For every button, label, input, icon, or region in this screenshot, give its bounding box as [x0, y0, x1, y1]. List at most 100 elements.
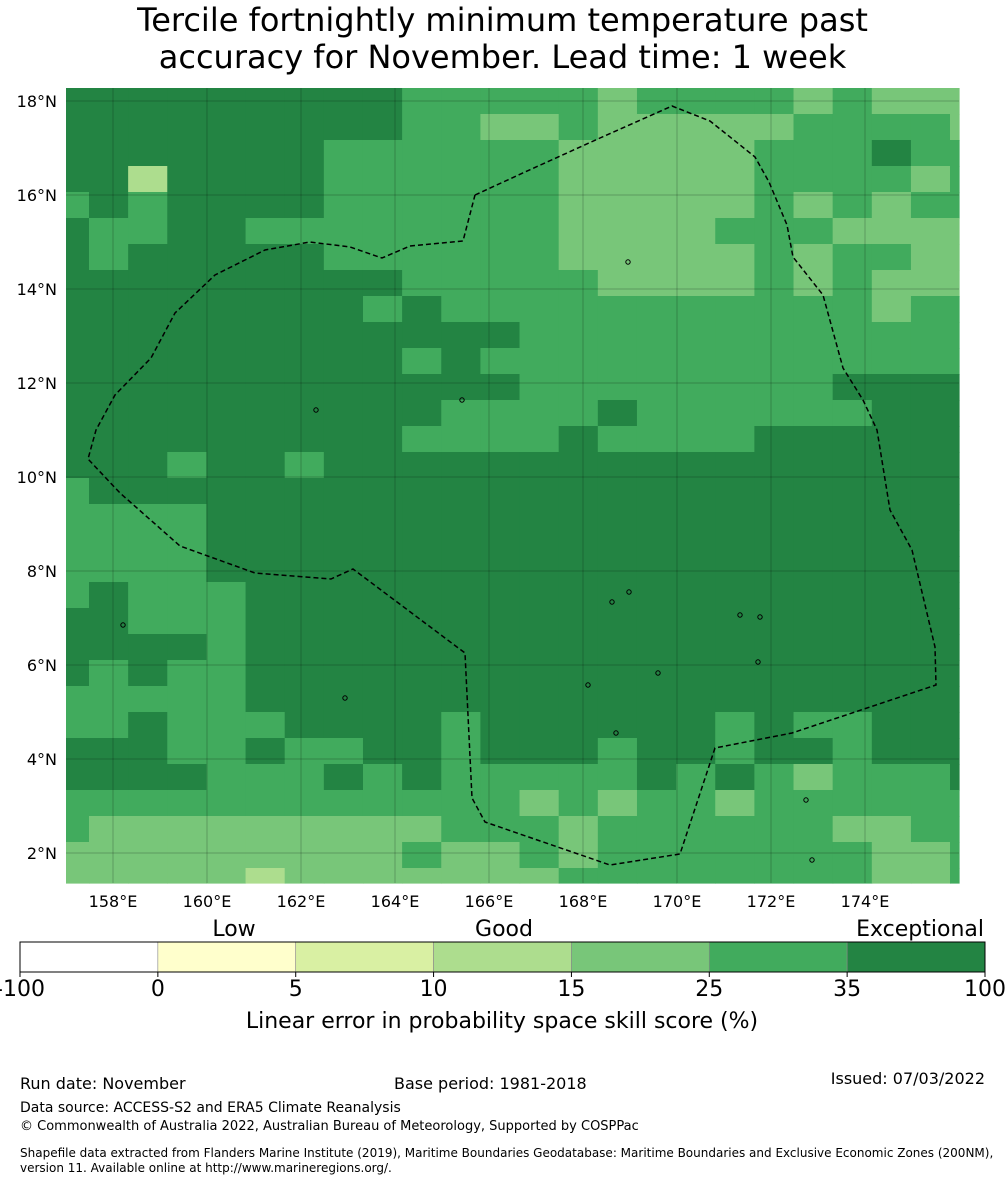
- heatmap-cell: [441, 140, 481, 167]
- heatmap-cell: [519, 608, 560, 635]
- heatmap-cell: [89, 244, 129, 271]
- heatmap-cell: [128, 686, 168, 713]
- heatmap-cell: [597, 478, 638, 505]
- heatmap-cell: [636, 738, 677, 765]
- heatmap-cell: [793, 218, 834, 245]
- heatmap-cell: [284, 478, 325, 505]
- heatmap-cell: [245, 868, 286, 884]
- heatmap-cell: [519, 244, 560, 271]
- heatmap-cell: [871, 608, 912, 635]
- heatmap-cell: [871, 504, 912, 531]
- heatmap-cell: [715, 426, 755, 453]
- heatmap-cell: [754, 660, 795, 687]
- heatmap-cell: [480, 556, 521, 583]
- island-outline: [459, 397, 465, 403]
- heatmap-cell: [128, 322, 168, 349]
- heatmap-cell: [362, 868, 403, 884]
- heatmap-cell: [206, 556, 247, 583]
- heatmap-cell: [284, 868, 325, 884]
- heatmap-cell: [323, 270, 364, 297]
- island-outline: [625, 259, 631, 265]
- heatmap-cell: [910, 322, 951, 349]
- heatmap-cell: [480, 400, 521, 427]
- heatmap-cell: [715, 868, 755, 884]
- heatmap-cell: [89, 374, 129, 401]
- heatmap-cell: [441, 244, 481, 271]
- heatmap-cell: [284, 452, 325, 479]
- heatmap-cell: [597, 452, 638, 479]
- heatmap-cell: [871, 478, 912, 505]
- heatmap-cell: [89, 790, 129, 817]
- heatmap-cell: [754, 244, 795, 271]
- title-line-1: Tercile fortnightly minimum temperature …: [137, 1, 868, 39]
- heatmap-cell: [245, 244, 286, 271]
- heatmap-cell: [89, 400, 129, 427]
- heatmap-cell: [950, 88, 960, 115]
- heatmap-cell: [636, 530, 677, 557]
- heatmap-cell: [441, 634, 481, 661]
- heatmap-cell: [480, 374, 521, 401]
- heatmap-cell: [558, 348, 599, 375]
- heatmap-cell: [636, 348, 677, 375]
- heatmap-cell: [910, 686, 951, 713]
- heatmap-cell: [793, 348, 834, 375]
- heatmap-cell: [558, 452, 599, 479]
- heatmap-cell: [362, 192, 403, 219]
- heatmap-cell: [910, 270, 951, 297]
- heatmap-cell: [284, 400, 325, 427]
- heatmap-cell: [793, 504, 834, 531]
- heatmap-cell: [636, 322, 677, 349]
- heatmap-cell: [871, 348, 912, 375]
- heatmap-cell: [480, 816, 521, 843]
- heatmap-cell: [441, 348, 481, 375]
- heatmap-cell: [362, 608, 403, 635]
- heatmap-cell: [676, 400, 716, 427]
- heatmap-cell: [480, 712, 521, 739]
- heatmap-cell: [636, 712, 677, 739]
- heatmap-cell: [167, 608, 208, 635]
- heatmap-cell: [128, 790, 168, 817]
- heatmap-cell: [793, 608, 834, 635]
- heatmap-cell: [950, 504, 960, 531]
- heatmap-cell: [402, 868, 442, 884]
- heatmap-cell: [910, 868, 951, 884]
- heatmap-cell: [167, 712, 208, 739]
- heatmap-cell: [636, 400, 677, 427]
- heatmap-cell: [89, 504, 129, 531]
- heatmap-cell: [676, 712, 716, 739]
- heatmap-cell: [519, 478, 560, 505]
- heatmap-cell: [245, 634, 286, 661]
- heatmap-cell: [323, 790, 364, 817]
- heatmap-cell: [832, 582, 873, 609]
- latitude-tick-label: 8°N: [27, 562, 57, 581]
- heatmap-cell: [89, 686, 129, 713]
- heatmap-cell: [480, 322, 521, 349]
- heatmap-cell: [636, 114, 677, 141]
- colorbar-label-low: Low: [212, 917, 255, 942]
- heatmap-cell: [676, 348, 716, 375]
- heatmap-cell: [754, 868, 795, 884]
- heatmap-cell: [284, 322, 325, 349]
- heatmap-cell: [167, 556, 208, 583]
- heatmap-cell: [89, 608, 129, 635]
- heatmap-cell: [950, 322, 960, 349]
- heatmap-cell: [597, 270, 638, 297]
- heatmap-cell: [793, 686, 834, 713]
- heatmap-cell: [636, 868, 677, 884]
- heatmap-cell: [362, 816, 403, 843]
- heatmap-cell: [832, 504, 873, 531]
- heatmap-cell: [66, 504, 90, 531]
- heatmap-cell: [754, 452, 795, 479]
- heatmap-cell: [676, 244, 716, 271]
- heatmap-cell: [676, 556, 716, 583]
- heatmap-cell: [910, 504, 951, 531]
- heatmap-cell: [597, 790, 638, 817]
- heatmap-cell: [832, 426, 873, 453]
- heatmap-cell: [754, 88, 795, 115]
- heatmap-cell: [245, 218, 286, 245]
- heatmap-cell: [128, 244, 168, 271]
- heatmap-cell: [754, 764, 795, 791]
- heatmap-cell: [480, 244, 521, 271]
- heatmap-cell: [323, 296, 364, 323]
- heatmap-cell: [558, 322, 599, 349]
